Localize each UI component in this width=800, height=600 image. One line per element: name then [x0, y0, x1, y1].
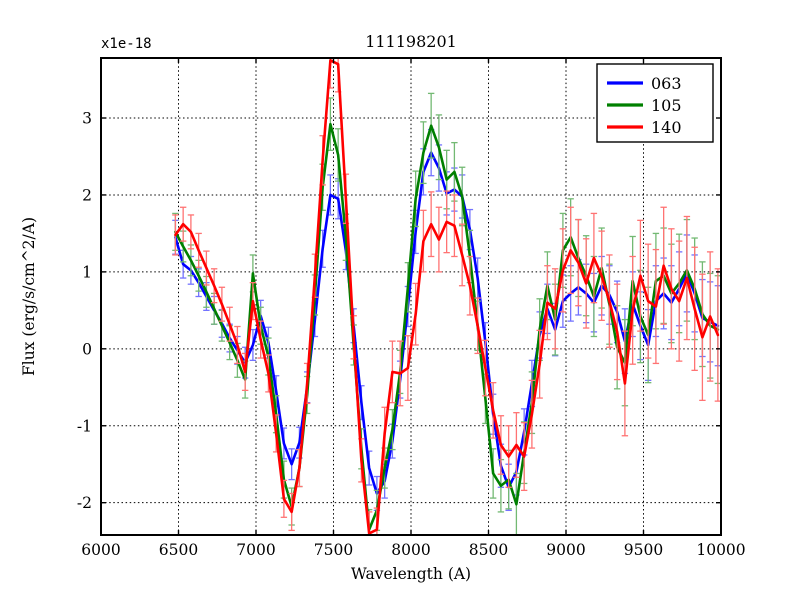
- legend-entry-063[interactable]: 063: [607, 74, 682, 93]
- plot-title: 111198201: [365, 32, 457, 51]
- x-tick-label: 6500: [159, 541, 198, 559]
- y-tick-label: -2: [77, 494, 92, 512]
- x-tick-label: 6000: [81, 541, 120, 559]
- legend-label-105: 105: [651, 96, 682, 115]
- y-tick-label: 3: [82, 110, 92, 128]
- legend-box: [596, 63, 714, 143]
- x-tick-label: 8000: [391, 541, 430, 559]
- x-tick-label: 8500: [469, 541, 508, 559]
- y-tick-label: 1: [82, 263, 92, 281]
- legend[interactable]: 063 105 140: [596, 63, 714, 143]
- x-tick-label: 9500: [624, 541, 663, 559]
- y-axis-offset-label: x1e-18: [101, 36, 152, 52]
- legend-label-140: 140: [651, 118, 682, 137]
- line-105: [174, 122, 720, 531]
- y-tick-label: 0: [82, 340, 92, 358]
- y-axis-label: Flux (erg/s/cm^2/A): [20, 217, 38, 376]
- y-tick-label: 2: [82, 186, 92, 204]
- grid-lines: [101, 58, 721, 535]
- axis-labels: 6000 6500 7000 7500 8000 8500 9000 9500 10000 -2 -…: [20, 32, 746, 583]
- series-140: [172, 58, 721, 535]
- x-tick-label: 10000: [696, 541, 745, 559]
- x-tick-label: 9000: [546, 541, 585, 559]
- y-tick-label: -1: [77, 417, 92, 435]
- x-tick-label: 7500: [314, 541, 353, 559]
- data-series-layer: [172, 58, 721, 535]
- legend-entry-105[interactable]: 105: [607, 96, 682, 115]
- x-tick-label: 7000: [236, 541, 275, 559]
- legend-entry-140[interactable]: 140: [607, 118, 682, 137]
- axis-ticks: [100, 58, 722, 535]
- legend-label-063: 063: [651, 74, 682, 93]
- line-140: [174, 59, 720, 535]
- x-axis-label: Wavelength (A): [351, 565, 471, 583]
